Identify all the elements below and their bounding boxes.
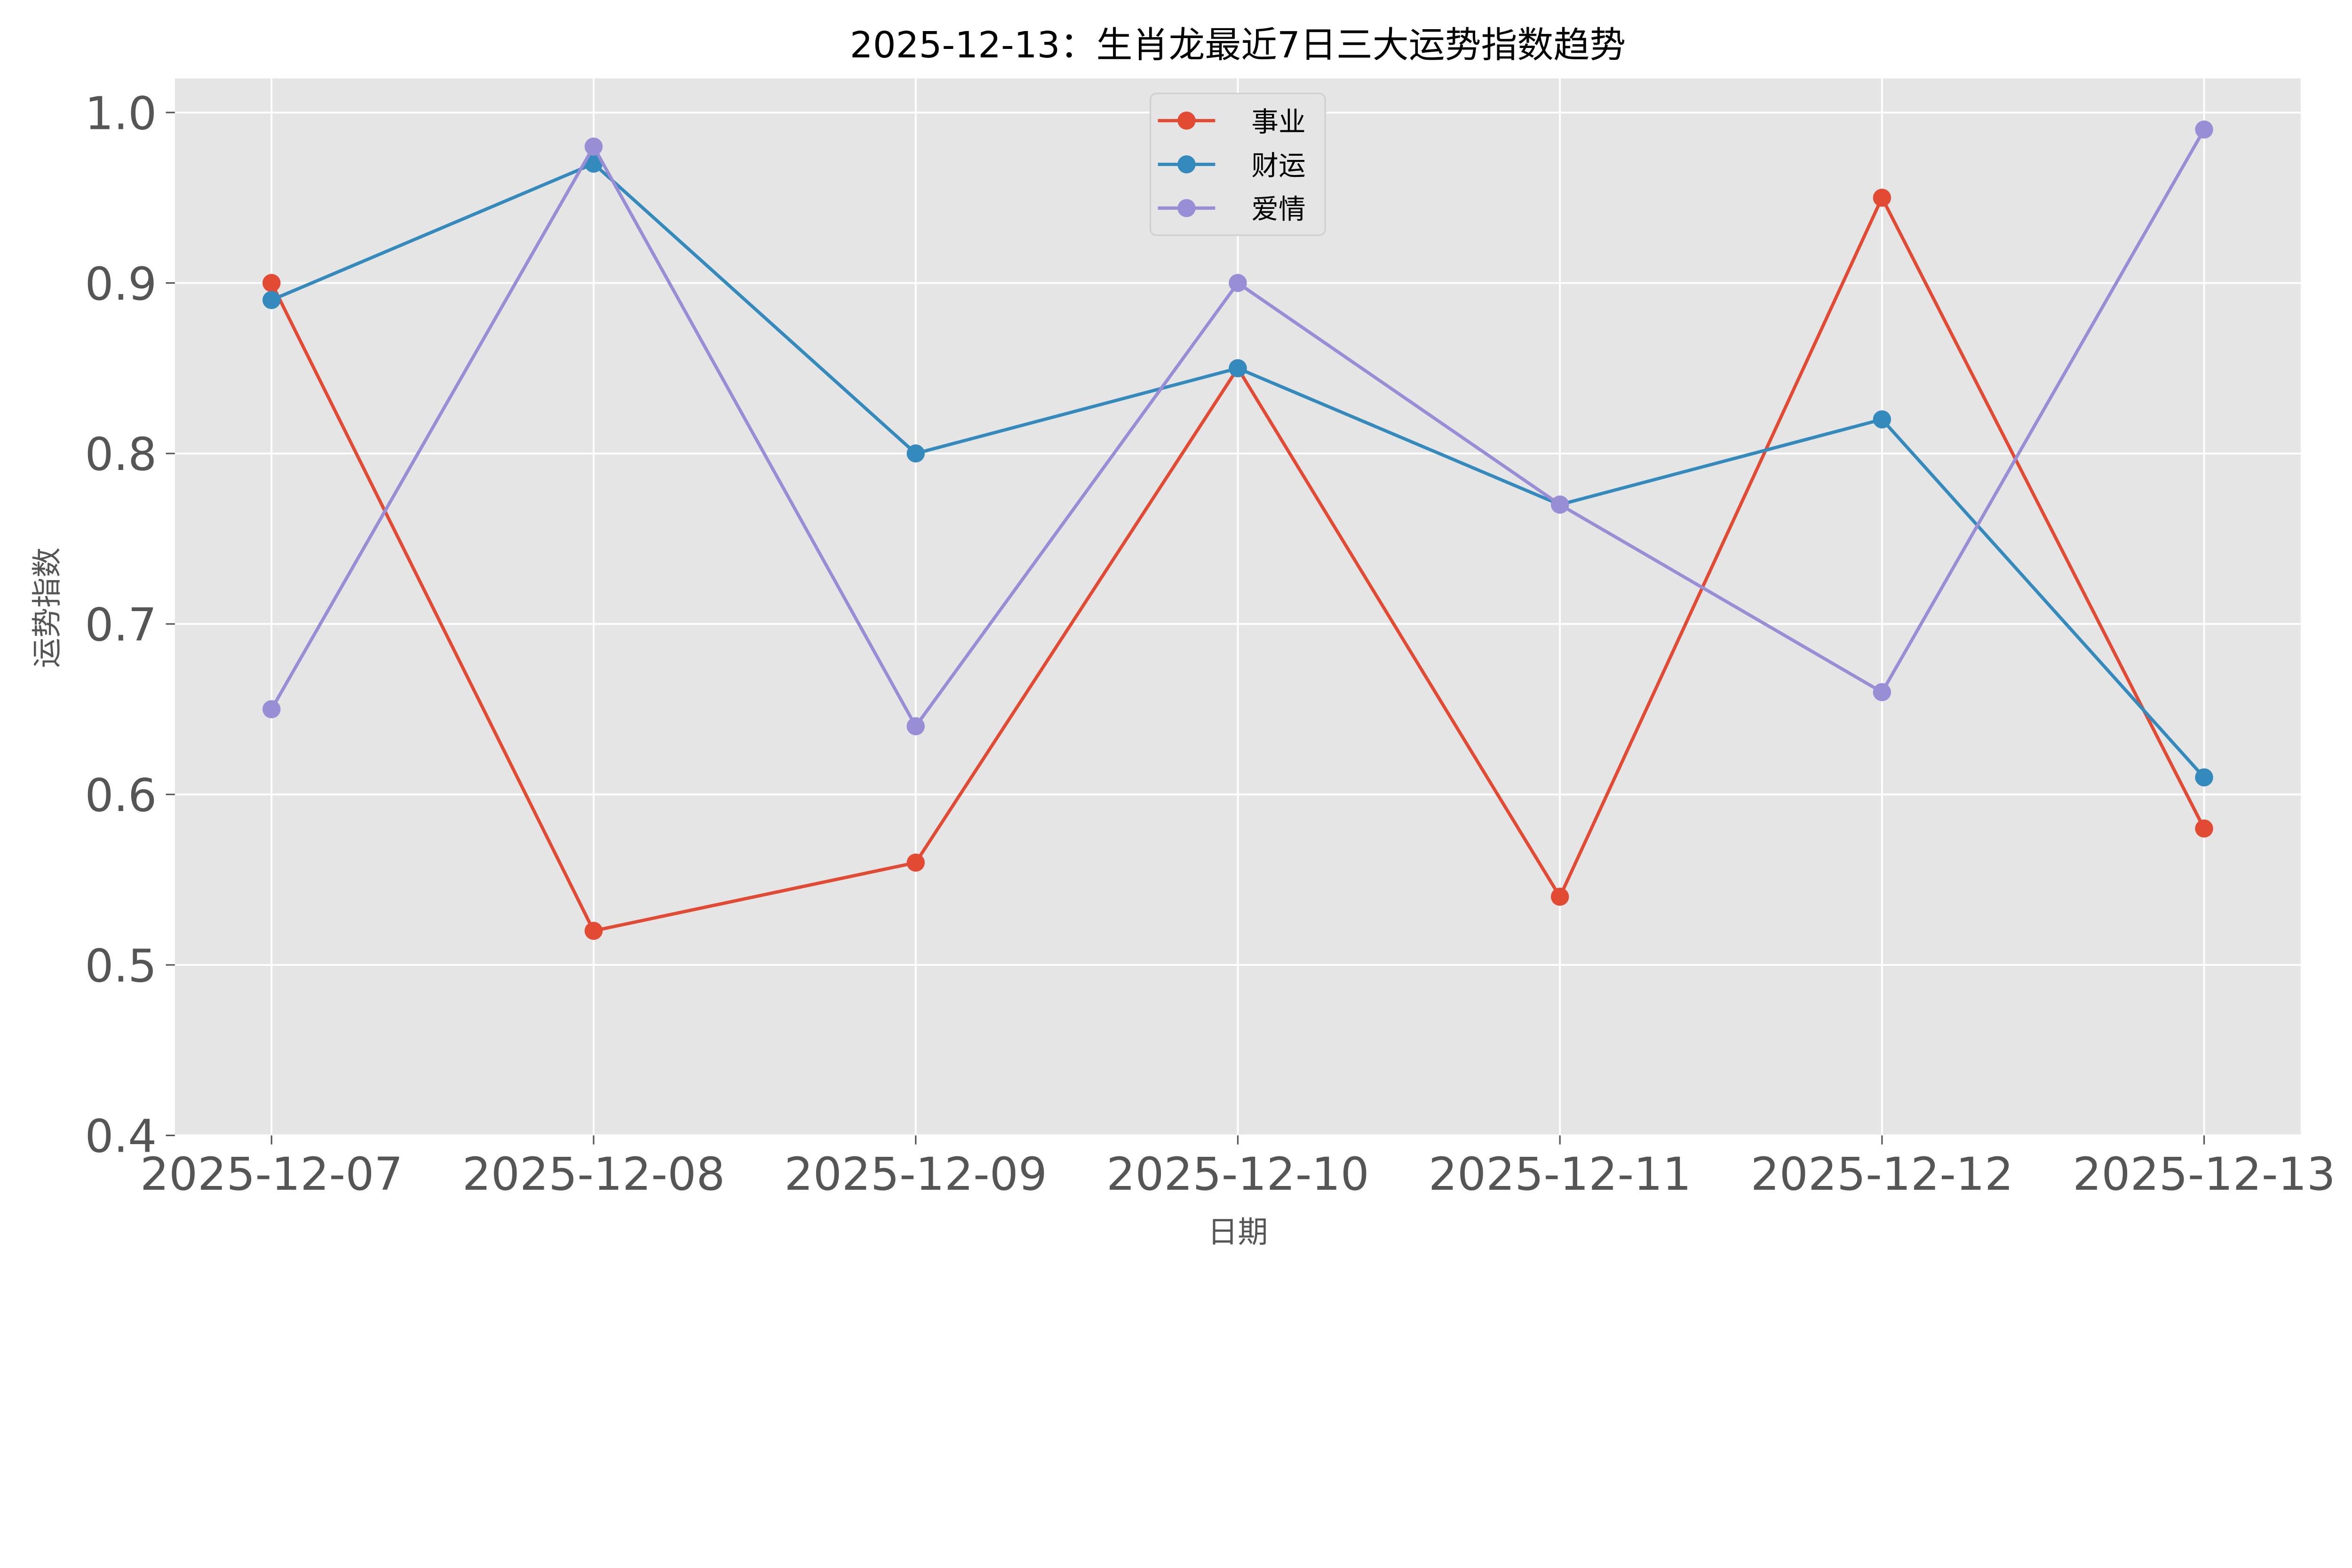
data-point xyxy=(584,154,603,173)
y-tick-label: 1.0 xyxy=(85,87,157,140)
y-axis-label: 运势指数 xyxy=(30,547,65,668)
data-point xyxy=(906,853,925,872)
x-tick-label: 2025-12-11 xyxy=(1429,1148,1692,1201)
x-tick-label: 2025-12-08 xyxy=(462,1148,725,1201)
x-tick-label: 2025-12-13 xyxy=(2073,1148,2336,1201)
axes: 2025-12-07 2025-12-08 2025-12-09 2025-12-10… xyxy=(85,87,2336,1200)
data-point xyxy=(584,137,603,156)
legend-label: 事业 xyxy=(1251,106,1305,138)
y-tick-label: 0.5 xyxy=(85,939,157,992)
y-tick-label: 0.4 xyxy=(85,1110,157,1163)
chart-title: 2025-12-13：生肖龙最近7日三大运势指数趋势 xyxy=(850,24,1626,66)
data-point xyxy=(2195,768,2213,787)
data-point xyxy=(1873,410,1891,429)
x-tick-label: 2025-12-07 xyxy=(140,1148,403,1201)
x-tick-label: 2025-12-10 xyxy=(1106,1148,1369,1201)
data-point xyxy=(1229,359,1247,377)
y-tick-label: 0.9 xyxy=(85,258,157,310)
x-tick-label: 2025-12-09 xyxy=(784,1148,1047,1201)
line-chart: 2025-12-13：生肖龙最近7日三大运势指数趋势 2025-12-07 202… xyxy=(30,24,2336,1250)
data-point xyxy=(1229,274,1247,292)
data-point xyxy=(2195,819,2213,838)
data-point xyxy=(906,444,925,463)
legend-box xyxy=(1149,93,1326,236)
data-point xyxy=(262,291,281,309)
legend-marker xyxy=(1177,155,1196,174)
legend-marker xyxy=(1177,111,1196,130)
data-point xyxy=(1873,683,1891,701)
y-tick-label: 0.8 xyxy=(85,428,157,481)
data-point xyxy=(1550,495,1569,514)
data-point xyxy=(262,274,281,292)
x-tick-label: 2025-12-12 xyxy=(1751,1148,2014,1201)
series-group xyxy=(262,120,2213,940)
y-tick-label: 0.6 xyxy=(85,769,157,822)
x-axis-label: 日期 xyxy=(1208,1215,1268,1250)
y-tick-label: 0.7 xyxy=(85,599,157,652)
legend-label: 财运 xyxy=(1251,150,1305,182)
data-point xyxy=(1550,887,1569,906)
legend-label: 爱情 xyxy=(1251,193,1305,225)
data-point xyxy=(906,717,925,735)
data-point xyxy=(2195,120,2213,139)
data-point xyxy=(1873,189,1891,207)
data-point xyxy=(262,700,281,718)
data-point xyxy=(584,922,603,940)
legend-marker xyxy=(1177,199,1196,217)
